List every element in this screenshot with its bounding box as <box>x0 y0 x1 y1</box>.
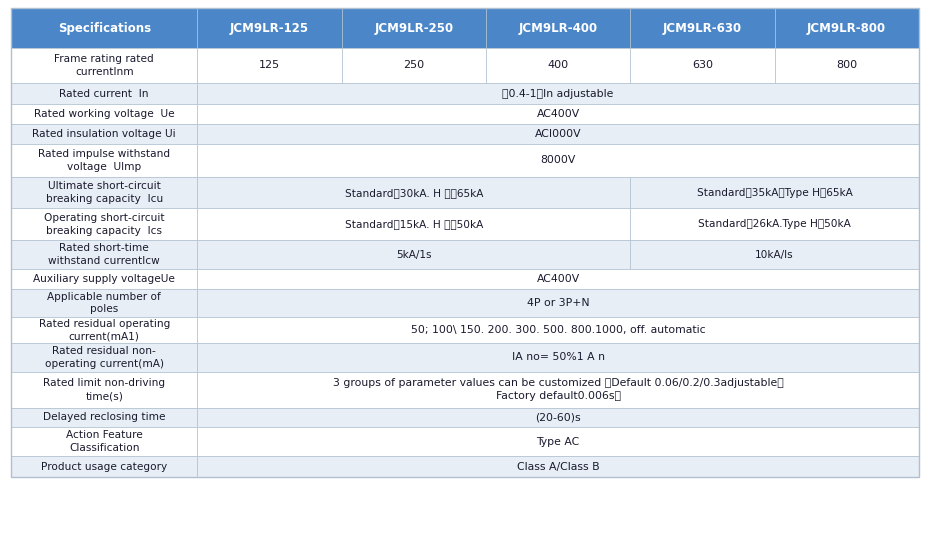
Bar <box>341 48 485 83</box>
Bar <box>11 240 197 269</box>
Bar <box>11 8 197 48</box>
Bar <box>197 83 919 104</box>
Text: Ultimate short-circuit
breaking capacity  Icu: Ultimate short-circuit breaking capacity… <box>46 181 163 204</box>
Text: Frame rating rated
currentInm: Frame rating rated currentInm <box>54 54 154 77</box>
Bar <box>11 372 197 408</box>
Bar <box>11 456 197 477</box>
Text: JCM9LR-630: JCM9LR-630 <box>663 22 742 34</box>
Bar <box>11 124 197 144</box>
Text: JCM9LR-250: JCM9LR-250 <box>374 22 453 34</box>
Bar <box>197 343 919 372</box>
Bar <box>197 427 919 456</box>
Text: 3 groups of parameter values can be customized （Default 0.06/0.2/0.3adjustable，
: 3 groups of parameter values can be cust… <box>333 378 783 401</box>
Bar <box>631 48 775 83</box>
Bar <box>197 48 341 83</box>
Text: Rated limit non-driving
time(s): Rated limit non-driving time(s) <box>43 379 166 401</box>
Text: Rated impulse withstand
voltage  UImp: Rated impulse withstand voltage UImp <box>38 149 170 172</box>
Text: 800: 800 <box>836 60 857 71</box>
Bar <box>485 48 631 83</box>
Text: IA no= 50%1 A n: IA no= 50%1 A n <box>512 352 604 363</box>
Text: Standard；30kA. H 型：65kA: Standard；30kA. H 型：65kA <box>344 188 483 197</box>
Bar <box>11 144 197 177</box>
Text: Operating short-circuit
breaking capacity  Ics: Operating short-circuit breaking capacit… <box>44 213 165 236</box>
Text: Delayed reclosing time: Delayed reclosing time <box>43 412 166 422</box>
Text: (20-60)s: (20-60)s <box>536 412 581 422</box>
Bar <box>197 104 919 124</box>
Bar <box>11 208 197 240</box>
Text: 8000V: 8000V <box>540 155 576 165</box>
Text: Standard；35kA，Type H；65kA: Standard；35kA，Type H；65kA <box>697 188 853 197</box>
Text: 4P or 3P+N: 4P or 3P+N <box>526 298 590 308</box>
Text: 10kA/ls: 10kA/ls <box>755 249 794 260</box>
Text: 400: 400 <box>548 60 568 71</box>
Bar <box>11 8 919 477</box>
Text: （0.4-1）In adjustable: （0.4-1）In adjustable <box>502 89 614 98</box>
Bar <box>11 427 197 456</box>
Bar <box>197 8 341 48</box>
Bar <box>11 83 197 104</box>
Bar <box>197 269 919 289</box>
Text: 630: 630 <box>692 60 713 71</box>
Text: JCM9LR-400: JCM9LR-400 <box>518 22 598 34</box>
Bar <box>11 104 197 124</box>
Bar <box>11 48 197 83</box>
Bar <box>197 289 919 317</box>
Bar <box>11 317 197 343</box>
Bar <box>11 269 197 289</box>
Bar <box>11 343 197 372</box>
Text: Standard；26kA.Type H；50kA: Standard；26kA.Type H；50kA <box>698 219 851 229</box>
Bar <box>197 124 919 144</box>
Bar <box>11 177 197 208</box>
Text: Rated working voltage  Ue: Rated working voltage Ue <box>33 109 175 119</box>
Text: Rated residual non-
operating current(mA): Rated residual non- operating current(mA… <box>45 346 164 369</box>
Text: AC400V: AC400V <box>537 109 579 119</box>
Bar <box>11 408 197 427</box>
Bar <box>197 208 631 240</box>
Bar <box>197 372 919 408</box>
Bar <box>197 177 631 208</box>
Bar <box>631 177 919 208</box>
Text: 250: 250 <box>403 60 424 71</box>
Text: 50; 100\ 150. 200. 300. 500. 800.1000, off. automatic: 50; 100\ 150. 200. 300. 500. 800.1000, o… <box>411 325 705 335</box>
Text: Type AC: Type AC <box>537 437 579 447</box>
Text: JCM9LR-800: JCM9LR-800 <box>807 22 886 34</box>
Text: Applicable number of
poles: Applicable number of poles <box>47 292 161 315</box>
Text: Rated insulation voltage Ui: Rated insulation voltage Ui <box>33 129 176 139</box>
Bar <box>197 240 631 269</box>
Text: Auxiliary supply voltageUe: Auxiliary supply voltageUe <box>33 274 175 284</box>
Bar <box>197 456 919 477</box>
Text: Product usage category: Product usage category <box>41 462 167 472</box>
Text: Specifications: Specifications <box>58 22 151 34</box>
Text: 125: 125 <box>259 60 280 71</box>
Bar <box>485 8 631 48</box>
Text: 5kA/1s: 5kA/1s <box>396 249 432 260</box>
Text: JCM9LR-125: JCM9LR-125 <box>230 22 309 34</box>
Bar <box>197 144 919 177</box>
Text: Standard；15kA. H 型：50kA: Standard；15kA. H 型：50kA <box>345 219 483 229</box>
Bar <box>775 48 919 83</box>
Bar <box>631 8 775 48</box>
Text: ACI000V: ACI000V <box>535 129 581 139</box>
Text: AC400V: AC400V <box>537 274 579 284</box>
Bar <box>341 8 485 48</box>
Bar <box>631 240 919 269</box>
Text: Class A/Class B: Class A/Class B <box>517 462 599 472</box>
Text: Rated short-time
withstand currentIcw: Rated short-time withstand currentIcw <box>48 243 160 266</box>
Bar <box>197 408 919 427</box>
Text: Rated current  In: Rated current In <box>60 89 149 98</box>
Text: Rated residual operating
current(mA1): Rated residual operating current(mA1) <box>38 319 170 341</box>
Bar <box>631 208 919 240</box>
Bar <box>11 289 197 317</box>
Text: Action Feature
Classification: Action Feature Classification <box>66 430 142 453</box>
Bar <box>775 8 919 48</box>
Bar <box>197 317 919 343</box>
